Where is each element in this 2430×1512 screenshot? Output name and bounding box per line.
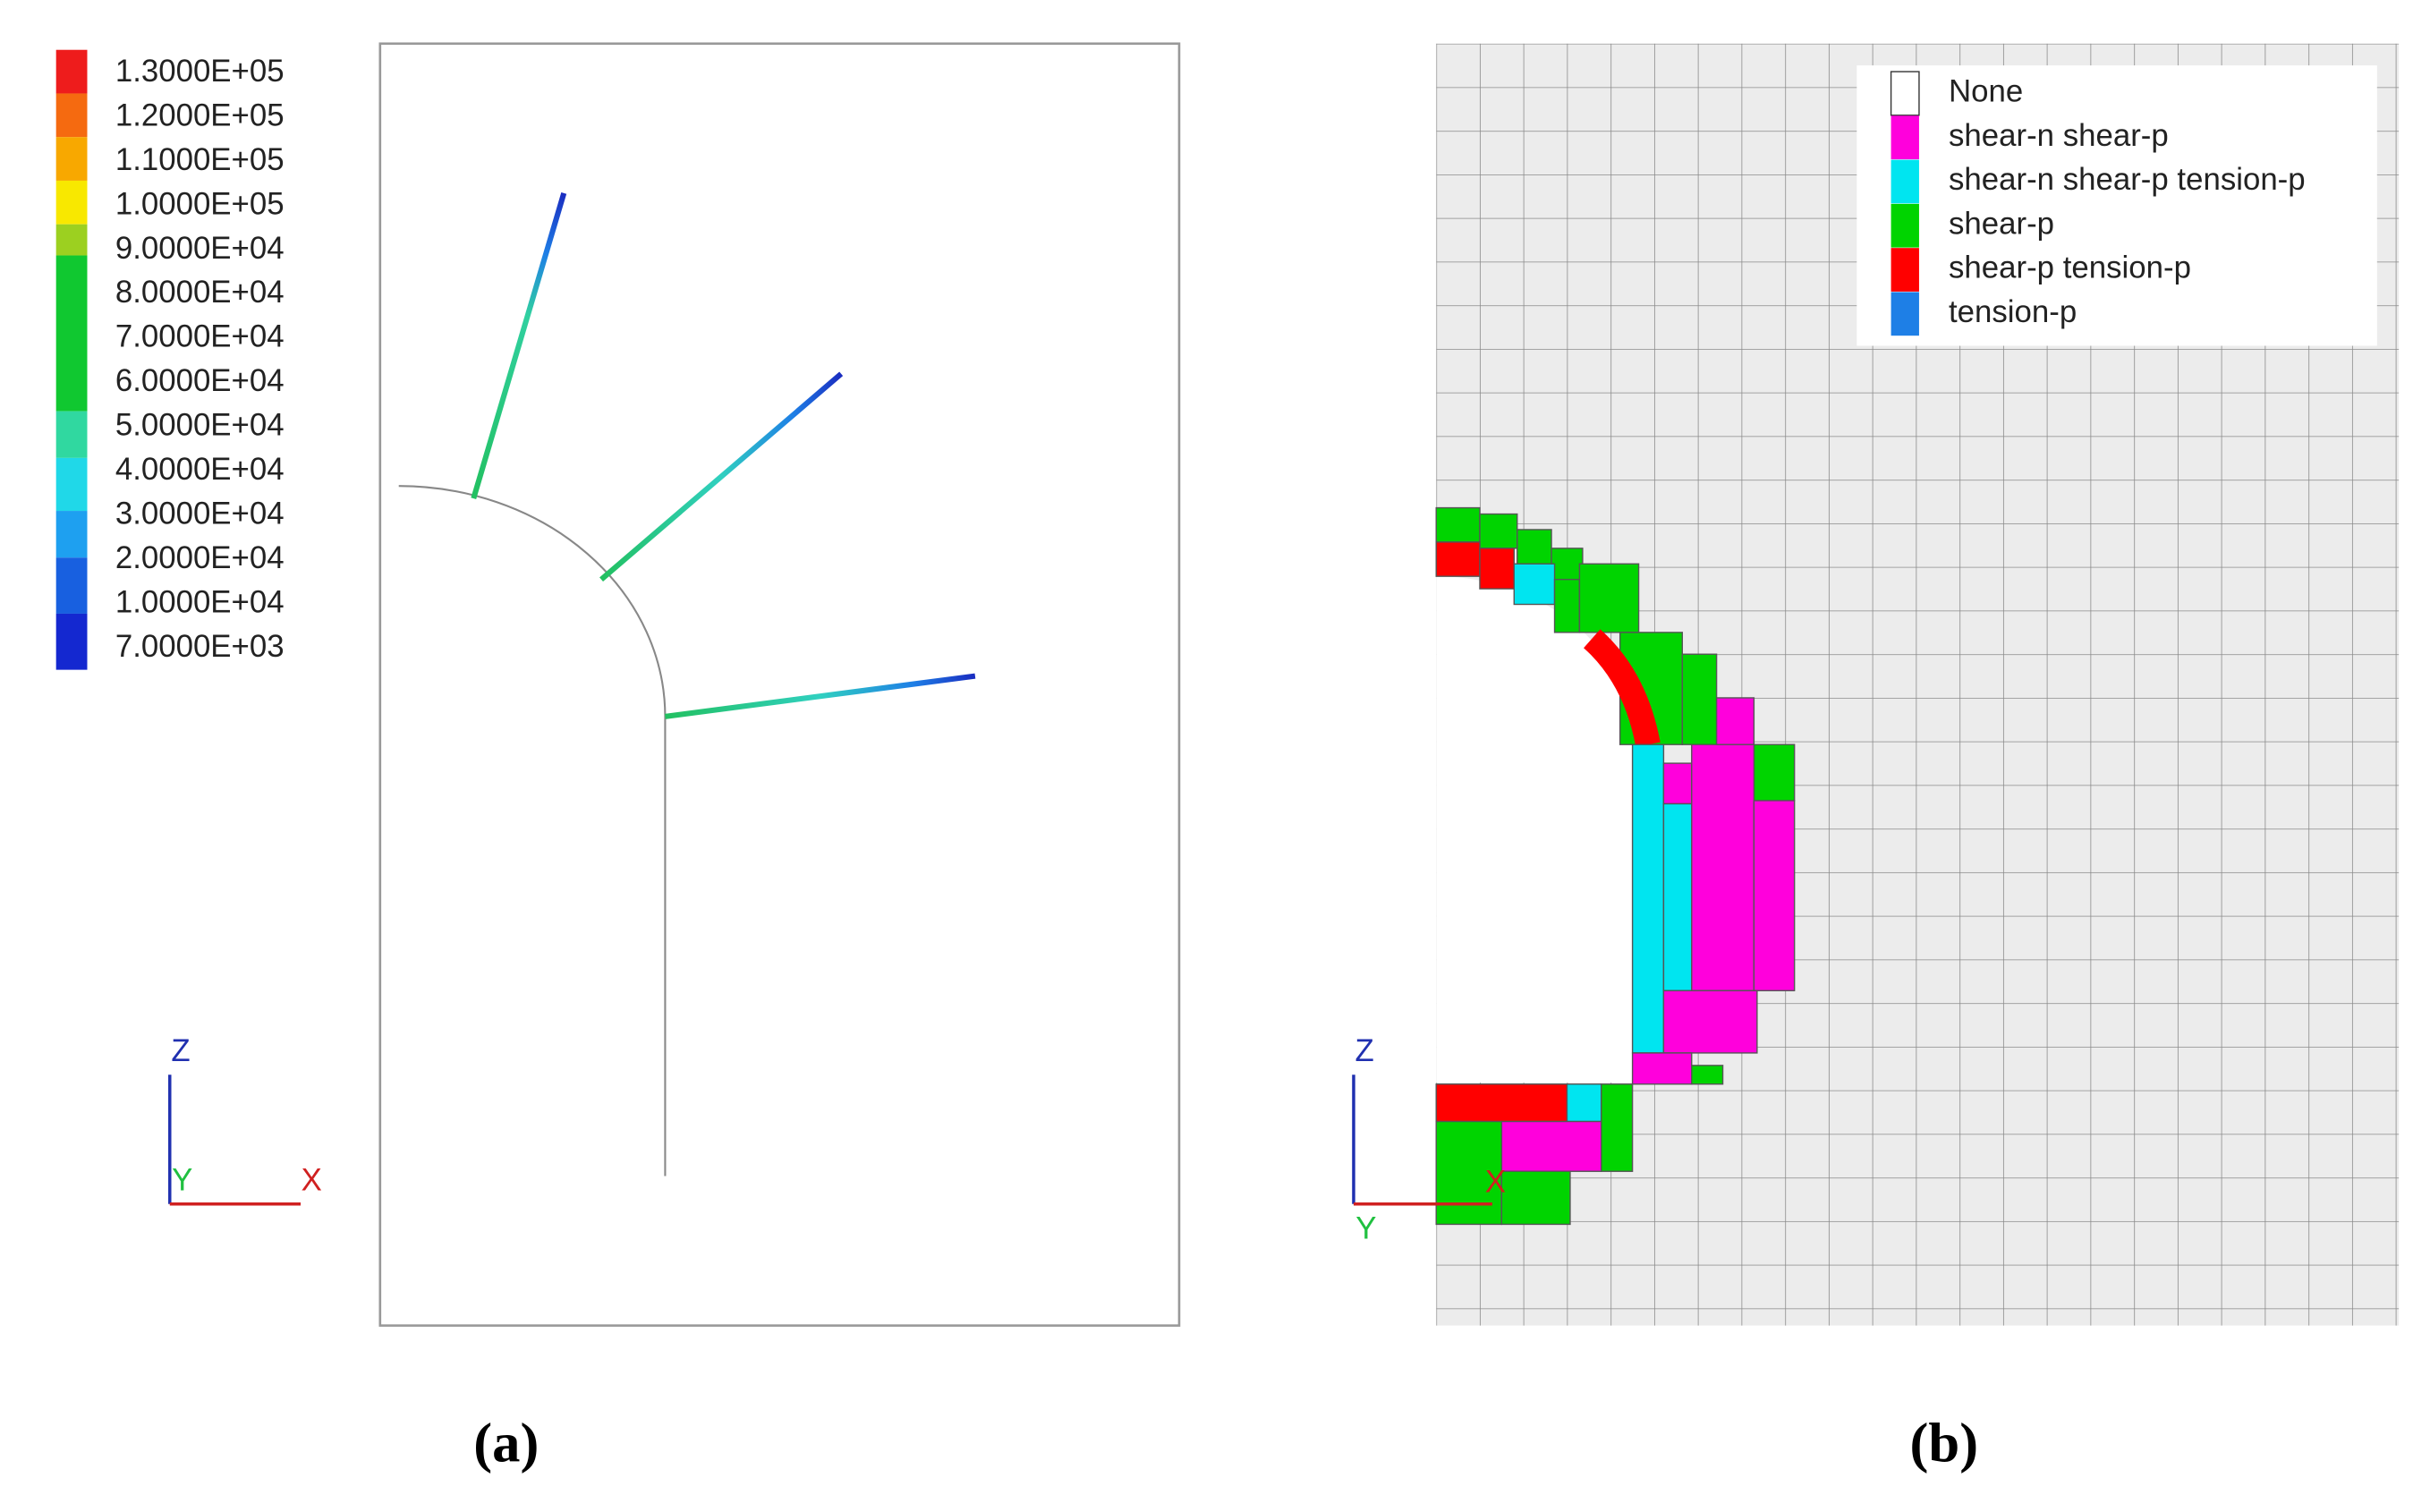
axis-triad: Z Y X [1352, 1033, 1506, 1246]
axis-label: X [302, 1163, 322, 1198]
legend-label: tension-p [1949, 294, 2077, 329]
legend-swatch [1890, 71, 1920, 116]
legend-swatch [1890, 248, 1919, 292]
colorbar-label: 3.0000E+04 [115, 496, 285, 531]
colorbar-label: 7.0000E+03 [115, 629, 285, 664]
tunnel [1436, 576, 1636, 1083]
colorbar-label: 5.0000E+04 [115, 408, 285, 443]
bolt [599, 371, 844, 582]
legend-label: shear-p [1949, 206, 2054, 241]
colorbar-label: 1.0000E+04 [115, 584, 285, 619]
colorbar-label: 4.0000E+04 [115, 452, 285, 487]
axis-label: Y [172, 1163, 192, 1198]
caption: (a) [473, 1412, 539, 1474]
colorbar-label: 1.0000E+05 [115, 186, 285, 221]
colorbar-label: 9.0000E+04 [115, 231, 285, 266]
colorbar-label: 7.0000E+04 [115, 319, 285, 354]
legend-label: shear-p tension-p [1949, 251, 2191, 285]
axis-label: Y [1355, 1211, 1376, 1246]
colorbar-label: 2.0000E+04 [115, 540, 285, 575]
plot-frame [378, 42, 1181, 1327]
legend-swatch [1890, 203, 1919, 248]
legend [1856, 65, 2377, 346]
legend-label: shear-n shear-p [1949, 118, 2169, 153]
colorbar-label: 6.0000E+04 [115, 363, 285, 398]
legend-swatch [1890, 159, 1919, 204]
legend-swatch [1890, 292, 1919, 336]
bolt [665, 673, 976, 719]
legend-swatch [1890, 115, 1919, 160]
colorbar: 1.3000E+05 1.2000E+05 1.1000E+05 1.0000E+05… [55, 49, 285, 670]
legend-label: None [1949, 74, 2023, 109]
bolt [471, 192, 567, 499]
colorbar-label: 1.3000E+05 [115, 54, 285, 89]
tunnel-outline [398, 485, 667, 1176]
colorbar-label: 1.2000E+05 [115, 98, 285, 132]
failure-zones [1435, 506, 1796, 1226]
legend-label: shear-n shear-p tension-p [1949, 162, 2306, 197]
axis-label: Z [1355, 1033, 1374, 1068]
colorbar-label: 8.0000E+04 [115, 275, 285, 310]
axis-triad: Z Y X [168, 1033, 322, 1206]
axis-label: Z [171, 1033, 190, 1068]
axis-label: X [1485, 1164, 1506, 1199]
legend-entries: None shear-n shear-p shear-n shear-p tensi… [1890, 71, 2306, 336]
panel-a: 1.3000E+05 1.2000E+05 1.1000E+05 1.0000E+05… [55, 42, 1181, 1474]
colorbar-label: 1.1000E+05 [115, 142, 285, 177]
panel-b: None shear-n shear-p shear-n shear-p tensi… [1352, 43, 2400, 1474]
caption: (b) [1910, 1412, 1979, 1474]
